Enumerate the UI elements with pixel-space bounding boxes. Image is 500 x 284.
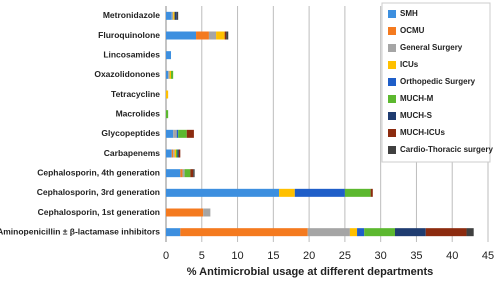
bar-segment	[307, 228, 350, 237]
x-tick-label: 40	[446, 250, 458, 262]
bar-segment	[166, 51, 172, 60]
bar-segment	[224, 31, 227, 40]
bar-segment	[203, 208, 211, 217]
y-tick-label: Aminopenicillin ± β-lactamase inhibitors	[0, 226, 160, 236]
legend-label: ICUs	[400, 60, 419, 69]
bar-segment	[178, 149, 181, 158]
bar-segment	[171, 149, 174, 158]
legend-swatch	[388, 61, 396, 69]
bar-segment	[166, 129, 174, 138]
bar-segment	[344, 188, 371, 197]
legend-swatch	[388, 112, 396, 120]
x-tick-label: 30	[375, 250, 387, 262]
bar-segment	[466, 228, 474, 237]
bar-segment	[184, 169, 191, 178]
legend-label: MUCH-ICUs	[400, 128, 445, 137]
bar-segment	[180, 169, 183, 178]
legend-swatch	[388, 10, 396, 18]
y-tick-label: Metronidazole	[103, 10, 160, 20]
bar-segment	[394, 228, 426, 237]
bar-segment	[357, 228, 365, 237]
bar-segment	[196, 31, 209, 40]
y-tick-label: Tetracycline	[111, 89, 160, 99]
legend-swatch	[388, 129, 396, 137]
bar-segment	[180, 228, 308, 237]
bar-segment	[208, 31, 217, 40]
x-tick-label: 35	[410, 250, 422, 262]
legend-label: Cardio-Thoracic surgery	[400, 145, 493, 154]
legend-swatch	[388, 78, 396, 86]
y-tick-label: Carbapenems	[104, 148, 160, 158]
legend-label: OCMU	[400, 26, 425, 35]
bar-segment	[173, 11, 175, 20]
bar-segment	[370, 188, 373, 197]
bar-segment	[166, 188, 280, 197]
legend-swatch	[388, 44, 396, 52]
bar-segment	[193, 169, 195, 178]
legend-label: SMH	[400, 9, 418, 18]
y-tick-label: Macrolides	[116, 108, 161, 118]
bar-segment	[166, 208, 204, 217]
bar-segment	[216, 31, 225, 40]
legend-box	[381, 2, 491, 163]
x-tick-label: 45	[482, 250, 494, 262]
legend-label: General Surgery	[400, 43, 463, 52]
legend-swatch	[388, 146, 396, 154]
x-tick-label: 20	[303, 250, 315, 262]
bar-segment	[425, 228, 467, 237]
bar-segment	[190, 169, 194, 178]
legend: SMH OCMU General Surgery ICUs Orthopedic Sur…	[381, 2, 493, 163]
x-tick-label: 15	[267, 250, 279, 262]
bar-segment	[178, 129, 187, 138]
bar-segment	[166, 31, 197, 40]
bar-segment	[166, 70, 169, 79]
y-tick-label: Cephalosporin, 3rd generation	[37, 187, 160, 197]
legend-label: MUCH-S	[400, 111, 433, 120]
bar-segment	[176, 149, 178, 158]
bar-segment	[177, 149, 179, 158]
bar-segment	[166, 149, 172, 158]
legend-label: Orthopedic Surgery	[400, 77, 476, 86]
bar-segment	[166, 228, 181, 237]
bar-segment	[171, 70, 174, 79]
bar-segment	[279, 188, 295, 197]
bar-segment	[166, 11, 172, 20]
legend-label: MUCH-M	[400, 94, 434, 103]
bar-segment	[173, 129, 177, 138]
bar-segment	[294, 188, 345, 197]
y-tick-label: Lincosamides	[103, 49, 160, 59]
bar-segment	[166, 169, 181, 178]
bar-segment	[226, 31, 229, 40]
legend-swatch	[388, 95, 396, 103]
x-tick-label: 0	[163, 250, 169, 262]
x-tick-label: 10	[231, 250, 243, 262]
x-tick-label: 5	[199, 250, 205, 262]
x-tick-label: 25	[339, 250, 351, 262]
bar-segment	[166, 90, 169, 99]
bar-segment	[174, 11, 177, 20]
bar-segment	[171, 11, 174, 20]
x-axis-label: % Antimicrobial usage at different depar…	[187, 266, 434, 278]
bar-segment	[349, 228, 358, 237]
bar-segment	[168, 70, 170, 79]
bar-segment	[166, 110, 169, 119]
bar-segment	[186, 129, 194, 138]
y-tick-label: Fluroquinolone	[98, 30, 160, 40]
bar-segment	[169, 70, 172, 79]
bar-segment	[176, 129, 179, 138]
bar-segment	[176, 11, 179, 20]
y-tick-label: Glycopeptides	[101, 128, 160, 138]
y-tick-label: Cephalosporin, 1st generation	[38, 207, 160, 217]
y-tick-label: Oxazolidonones	[94, 69, 160, 79]
bar-segment	[173, 149, 175, 158]
y-tick-label: Cephalosporin, 4th generation	[37, 167, 160, 177]
bar-segment	[174, 149, 177, 158]
legend-swatch	[388, 27, 396, 35]
bar-segment	[182, 169, 185, 178]
bar-segment	[364, 228, 395, 237]
